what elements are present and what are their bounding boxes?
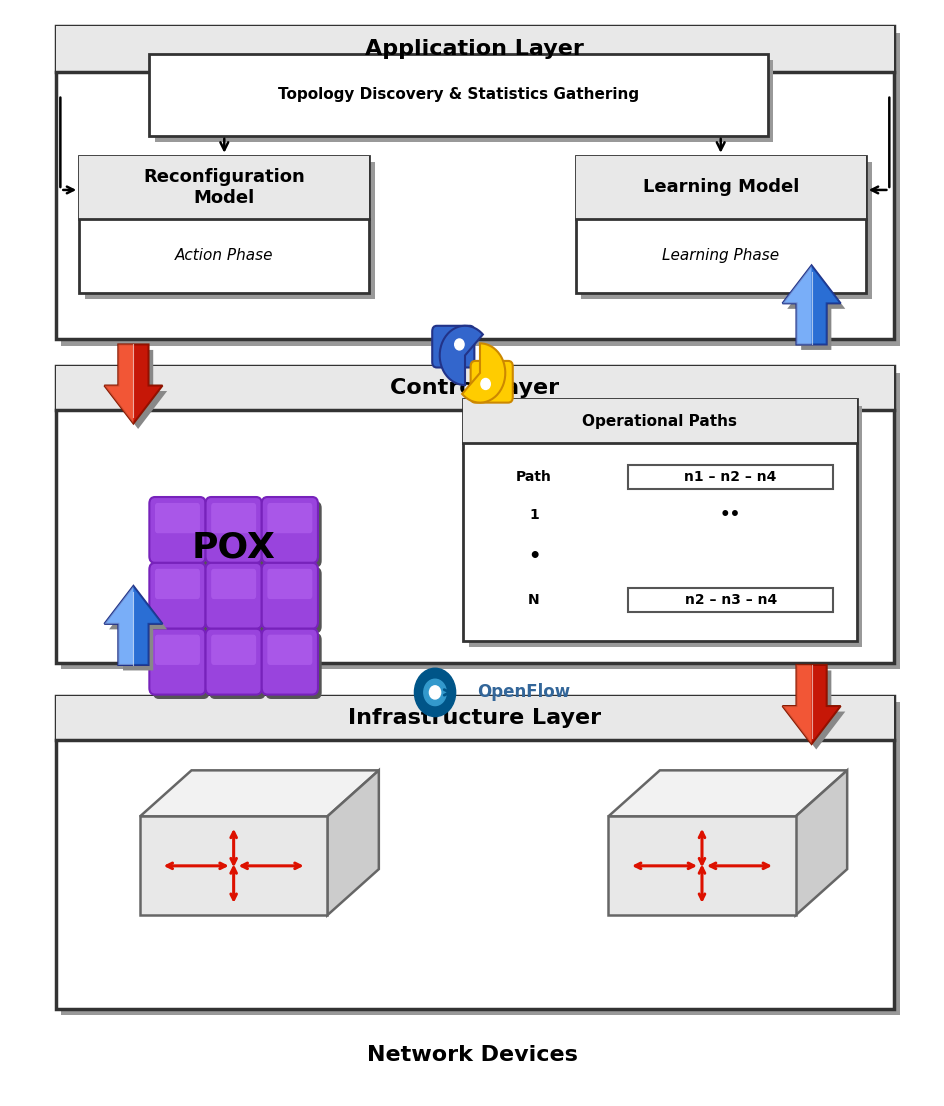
Polygon shape — [786, 670, 844, 750]
FancyBboxPatch shape — [209, 501, 265, 567]
FancyBboxPatch shape — [56, 27, 893, 72]
FancyBboxPatch shape — [149, 628, 206, 695]
Text: Learning Model: Learning Model — [642, 178, 798, 196]
Polygon shape — [811, 665, 840, 744]
Text: Reconfiguration
Model: Reconfiguration Model — [143, 168, 305, 207]
Polygon shape — [140, 816, 327, 916]
Text: Path: Path — [515, 470, 551, 483]
Text: n2 – n3 – n4: n2 – n3 – n4 — [683, 593, 776, 607]
Polygon shape — [104, 586, 162, 665]
Polygon shape — [795, 771, 846, 916]
FancyBboxPatch shape — [261, 497, 317, 563]
Circle shape — [480, 378, 490, 389]
FancyBboxPatch shape — [267, 503, 312, 533]
Text: N: N — [528, 593, 539, 607]
Circle shape — [429, 686, 440, 699]
Polygon shape — [608, 771, 846, 816]
FancyBboxPatch shape — [261, 563, 317, 628]
FancyBboxPatch shape — [149, 497, 206, 563]
Text: •: • — [527, 546, 540, 566]
FancyBboxPatch shape — [206, 628, 261, 695]
Text: Network Devices: Network Devices — [366, 1045, 578, 1065]
Wedge shape — [439, 326, 482, 385]
FancyBboxPatch shape — [265, 567, 321, 633]
Polygon shape — [782, 265, 840, 344]
FancyBboxPatch shape — [155, 635, 200, 665]
FancyBboxPatch shape — [575, 156, 865, 219]
FancyBboxPatch shape — [211, 568, 256, 599]
Text: Operational Paths: Operational Paths — [582, 414, 736, 428]
Text: Control Layer: Control Layer — [390, 378, 559, 398]
FancyBboxPatch shape — [470, 361, 513, 403]
FancyBboxPatch shape — [211, 635, 256, 665]
FancyBboxPatch shape — [211, 503, 256, 533]
Circle shape — [454, 338, 464, 349]
FancyBboxPatch shape — [149, 563, 206, 628]
Circle shape — [414, 668, 455, 717]
Polygon shape — [782, 265, 811, 344]
FancyBboxPatch shape — [153, 501, 209, 567]
Polygon shape — [104, 344, 162, 424]
Polygon shape — [104, 586, 133, 665]
FancyBboxPatch shape — [468, 406, 861, 647]
Polygon shape — [782, 665, 840, 744]
FancyBboxPatch shape — [56, 27, 893, 338]
Text: n1 – n2 – n4: n1 – n2 – n4 — [683, 470, 776, 483]
Polygon shape — [133, 586, 162, 665]
FancyBboxPatch shape — [61, 373, 899, 669]
Text: ••: •• — [719, 507, 740, 524]
FancyBboxPatch shape — [575, 156, 865, 293]
Text: OpenFlow: OpenFlow — [477, 684, 570, 701]
Polygon shape — [327, 771, 379, 916]
Text: Action Phase: Action Phase — [175, 249, 273, 263]
FancyBboxPatch shape — [206, 497, 261, 563]
Polygon shape — [109, 349, 167, 429]
FancyBboxPatch shape — [431, 326, 474, 367]
Text: Topology Discovery & Statistics Gathering: Topology Discovery & Statistics Gatherin… — [278, 87, 638, 102]
FancyBboxPatch shape — [56, 366, 893, 410]
FancyBboxPatch shape — [149, 53, 767, 136]
FancyBboxPatch shape — [85, 163, 375, 300]
FancyBboxPatch shape — [581, 163, 870, 300]
Text: Infrastructure Layer: Infrastructure Layer — [348, 708, 600, 728]
FancyBboxPatch shape — [209, 633, 265, 699]
Polygon shape — [104, 344, 133, 424]
Polygon shape — [133, 344, 162, 424]
FancyBboxPatch shape — [628, 587, 832, 612]
Text: Learning Phase: Learning Phase — [662, 249, 779, 263]
Polygon shape — [782, 665, 811, 744]
FancyBboxPatch shape — [265, 501, 321, 567]
FancyBboxPatch shape — [628, 465, 832, 489]
Text: 1: 1 — [529, 509, 538, 522]
FancyBboxPatch shape — [155, 60, 772, 143]
FancyBboxPatch shape — [155, 568, 200, 599]
FancyBboxPatch shape — [56, 696, 893, 740]
FancyBboxPatch shape — [265, 633, 321, 699]
FancyBboxPatch shape — [56, 696, 893, 1009]
Wedge shape — [462, 343, 505, 403]
FancyBboxPatch shape — [463, 399, 855, 640]
FancyBboxPatch shape — [261, 628, 317, 695]
FancyBboxPatch shape — [79, 156, 369, 293]
FancyBboxPatch shape — [155, 503, 200, 533]
FancyBboxPatch shape — [463, 399, 855, 442]
Polygon shape — [608, 816, 795, 916]
Text: Application Layer: Application Layer — [365, 39, 583, 60]
FancyBboxPatch shape — [61, 33, 899, 345]
FancyBboxPatch shape — [153, 567, 209, 633]
FancyBboxPatch shape — [79, 156, 369, 219]
Polygon shape — [140, 771, 379, 816]
FancyBboxPatch shape — [267, 568, 312, 599]
FancyBboxPatch shape — [267, 635, 312, 665]
FancyBboxPatch shape — [153, 633, 209, 699]
FancyBboxPatch shape — [61, 702, 899, 1015]
FancyBboxPatch shape — [209, 567, 265, 633]
FancyBboxPatch shape — [56, 366, 893, 662]
Polygon shape — [811, 265, 840, 344]
FancyBboxPatch shape — [206, 563, 261, 628]
Text: POX: POX — [192, 531, 276, 564]
Circle shape — [423, 679, 446, 706]
Polygon shape — [109, 592, 167, 670]
Polygon shape — [786, 271, 844, 349]
